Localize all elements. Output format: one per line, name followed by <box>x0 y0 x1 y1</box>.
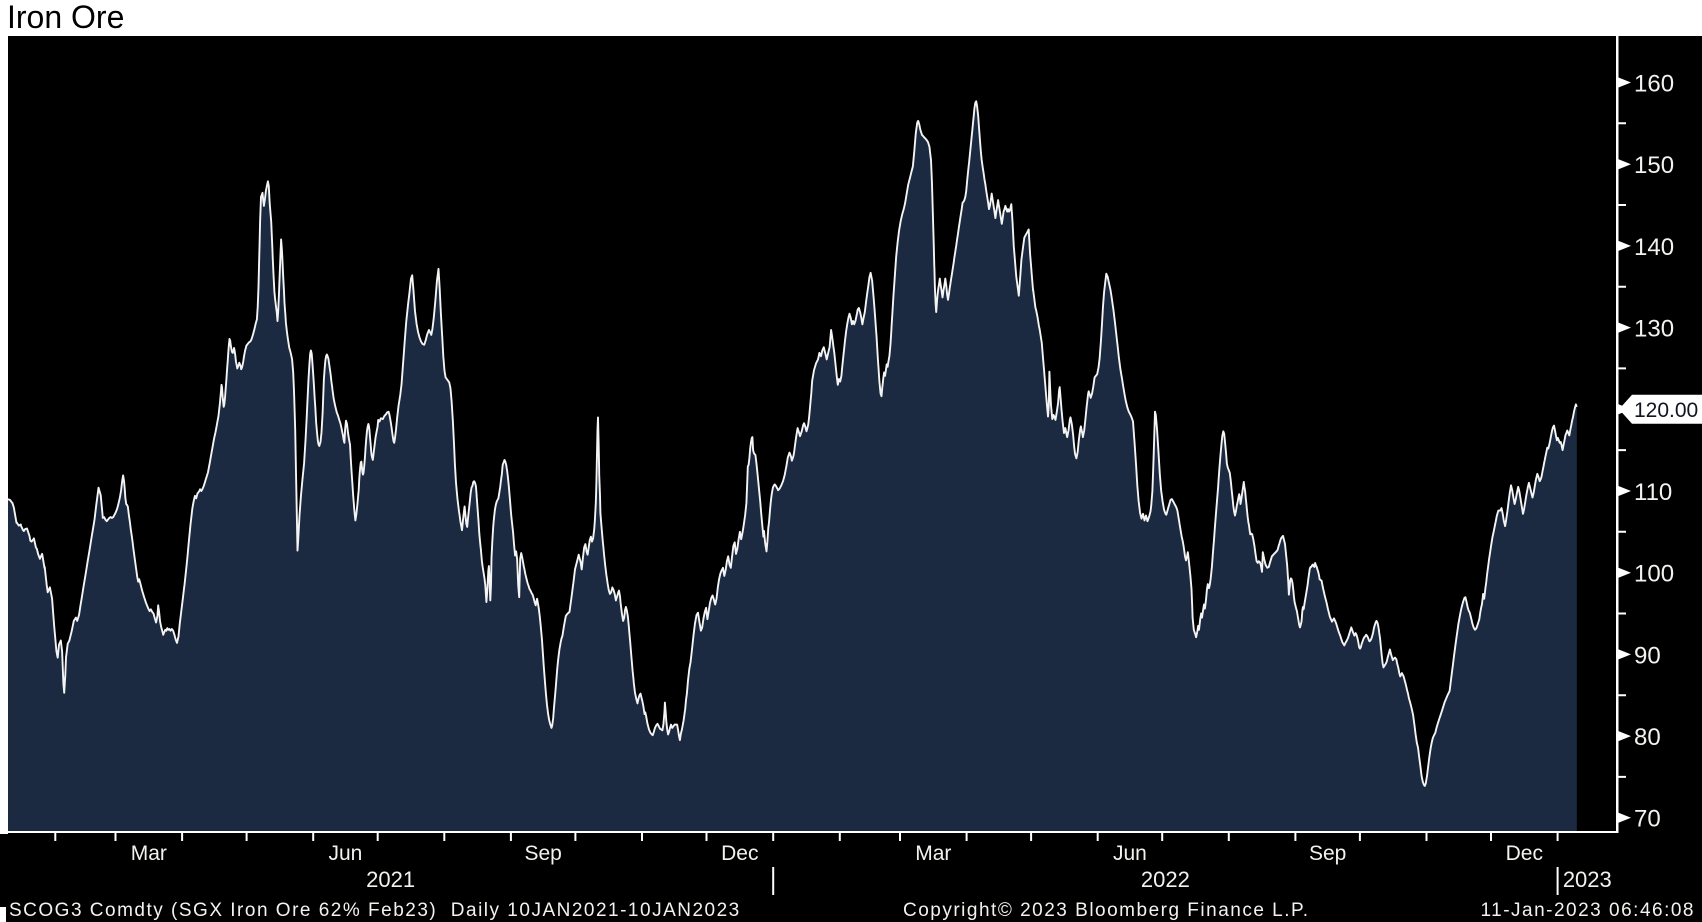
svg-text:120.00: 120.00 <box>1634 399 1698 422</box>
svg-text:130: 130 <box>1634 316 1674 343</box>
svg-text:Copyright© 2023 Bloomberg Fina: Copyright© 2023 Bloomberg Finance L.P. <box>903 900 1310 921</box>
svg-text:90: 90 <box>1634 642 1661 669</box>
svg-text:Sep: Sep <box>525 842 562 865</box>
svg-text:110: 110 <box>1634 479 1672 506</box>
svg-text:Dec: Dec <box>1506 842 1543 865</box>
svg-text:2021: 2021 <box>366 867 415 892</box>
svg-text:Jun: Jun <box>328 842 362 865</box>
svg-text:Dec: Dec <box>721 842 758 865</box>
svg-text:100: 100 <box>1634 561 1674 588</box>
svg-text:Mar: Mar <box>915 842 951 865</box>
svg-text:80: 80 <box>1634 724 1661 751</box>
svg-text:150: 150 <box>1634 152 1674 179</box>
svg-text:Mar: Mar <box>131 842 167 865</box>
svg-text:160: 160 <box>1634 71 1674 98</box>
svg-text:2022: 2022 <box>1141 867 1190 892</box>
svg-text:Sep: Sep <box>1309 842 1346 865</box>
svg-text:70: 70 <box>1634 806 1661 833</box>
svg-text:Jun: Jun <box>1113 842 1147 865</box>
svg-text:2023: 2023 <box>1563 867 1612 892</box>
svg-text:SCOG3 Comdty (SGX Iron Ore 62%: SCOG3 Comdty (SGX Iron Ore 62% Feb23) Da… <box>9 900 741 921</box>
svg-text:140: 140 <box>1634 234 1674 261</box>
svg-text:Iron Ore: Iron Ore <box>7 0 124 35</box>
svg-text:11-Jan-2023 06:46:08: 11-Jan-2023 06:46:08 <box>1480 900 1695 921</box>
